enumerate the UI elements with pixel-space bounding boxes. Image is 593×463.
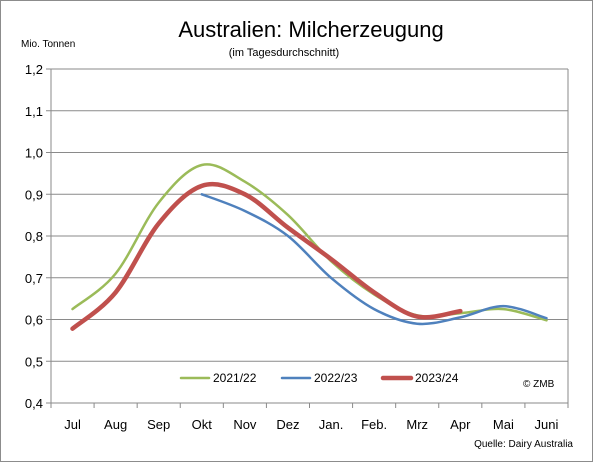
gridlines: [46, 68, 569, 408]
x-tick-labels: Jul Aug Sep Okt Nov Dez Jan. Feb. Mrz Apr Mai Juni: [64, 417, 558, 432]
legend-label: 2022/23: [314, 371, 358, 385]
legend: 2021/22 2022/23 2023/24: [179, 371, 459, 385]
y-tick-label: 1,0: [25, 146, 43, 161]
y-tick-label: 0,8: [25, 229, 43, 244]
x-tick-label: Jan.: [319, 417, 344, 432]
x-tick-label: Juni: [535, 417, 559, 432]
y-tick-labels: 0,4 0,5 0,6 0,7 0,8 0,9 1,0 1,1 1,2: [25, 62, 43, 411]
x-tick-label: Sep: [147, 417, 170, 432]
series-line-2022-23: [200, 193, 548, 326]
x-tick-label: Mrz: [406, 417, 428, 432]
series-lines: [70, 163, 548, 331]
y-tick-label: 0,4: [25, 396, 43, 411]
series-line-2023-24: [70, 181, 463, 331]
source-note: Quelle: Dairy Australia: [474, 439, 573, 450]
copyright-note: © ZMB: [523, 379, 555, 390]
y-tick-label: 1,1: [25, 104, 43, 119]
x-tick-label: Dez: [276, 417, 299, 432]
x-tick-label: Aug: [104, 417, 127, 432]
y-axis-label: Mio. Tonnen: [21, 39, 75, 50]
x-tick-label: Apr: [450, 417, 471, 432]
x-tick-label: Nov: [233, 417, 257, 432]
x-tick-label: Okt: [192, 417, 213, 432]
x-tick-label: Feb.: [361, 417, 387, 432]
series-line-2021-22: [71, 163, 548, 322]
legend-label: 2023/24: [415, 371, 459, 385]
x-tick-label: Mai: [493, 417, 514, 432]
y-tick-label: 0,6: [25, 313, 43, 328]
legend-label: 2021/22: [213, 371, 257, 385]
y-tick-label: 1,2: [25, 62, 43, 77]
y-tick-label: 0,9: [25, 187, 43, 202]
y-tick-label: 0,7: [25, 271, 43, 286]
chart-subtitle: (im Tagesdurchschnitt): [229, 47, 339, 59]
chart-title: Australien: Milcherzeugung: [178, 17, 443, 42]
y-tick-label: 0,5: [25, 354, 43, 369]
x-tick-label: Jul: [64, 417, 81, 432]
